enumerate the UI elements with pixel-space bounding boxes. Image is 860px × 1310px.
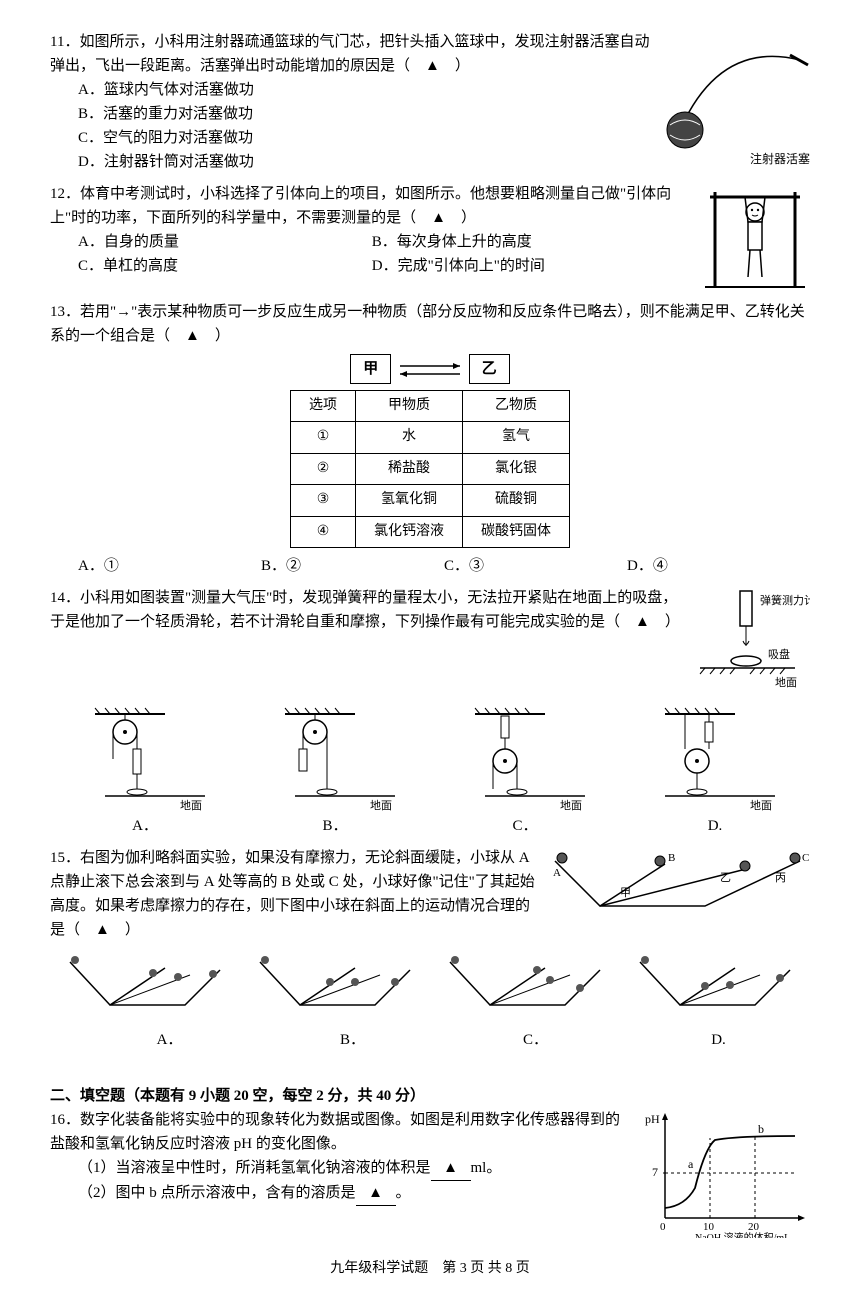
q15-optA: A． bbox=[78, 1028, 261, 1052]
svg-text:地面: 地面 bbox=[560, 799, 582, 812]
svg-text:pH: pH bbox=[645, 1112, 660, 1126]
question-16: pH 7 a b 0 10 20 NaOH 溶液的体积/mL 16．数字化装备能… bbox=[50, 1108, 810, 1238]
q14-optB: B． bbox=[322, 818, 347, 834]
q15-optB: B． bbox=[261, 1028, 444, 1052]
q12-optA: A．自身的质量 bbox=[78, 230, 372, 254]
question-15: A B C 甲 乙 丙 15．右图为伽利略斜面实验，如果没有摩擦力，无论斜面缓陡… bbox=[50, 846, 810, 1052]
table-header-row: 选项 甲物质 乙物质 bbox=[291, 391, 570, 422]
svg-text:0: 0 bbox=[660, 1221, 666, 1233]
q12-text: 体育中考测试时，小科选择了引体向上的项目，如图所示。他想要粗略测量自己做"引体向… bbox=[50, 186, 671, 226]
svg-text:乙: 乙 bbox=[720, 871, 731, 884]
question-14: 弹簧测力计 吸盘 地面 14．小科用如图装置"测量大气压"时，发现弹簧秤的量程太… bbox=[50, 586, 810, 838]
svg-text:B: B bbox=[668, 852, 675, 864]
spring-scale-figure: 弹簧测力计 吸盘 地面 bbox=[690, 586, 810, 696]
q14-figC: 地面 C． bbox=[455, 704, 595, 838]
section-2-title: 二、填空题（本题有 9 小题 20 空，每空 2 分，共 40 分） bbox=[50, 1084, 810, 1108]
q11-figure: 注射器活塞 bbox=[660, 30, 810, 169]
svg-text:7: 7 bbox=[652, 1165, 658, 1179]
basketball-figure bbox=[660, 30, 810, 150]
q12-optC: C．单杠的高度 bbox=[78, 254, 372, 278]
q16-num: 16． bbox=[50, 1112, 80, 1128]
page-footer: 九年级科学试题 第 3 页 共 8 页 bbox=[50, 1258, 810, 1280]
q14-figA: 地面 A． bbox=[75, 704, 215, 838]
q13-num: 13． bbox=[50, 304, 80, 320]
svg-text:b: b bbox=[758, 1122, 764, 1136]
q13-arrow-diagram: 甲 乙 bbox=[50, 354, 810, 384]
q14-text: 小科用如图装置"测量大气压"时，发现弹簧秤的量程太小，无法拉开紧贴在地面上的吸盘… bbox=[50, 590, 680, 630]
question-12: 12．体育中考测试时，小科选择了引体向上的项目，如图所示。他想要粗略测量自己做"… bbox=[50, 182, 810, 292]
q16-blank2: ▲ bbox=[356, 1181, 396, 1206]
q13-optB: B．② bbox=[261, 554, 444, 578]
q13-optC: C．③ bbox=[444, 554, 627, 578]
q16-sub2a: （2）图中 b 点所示溶液中，含有的溶质是 bbox=[78, 1185, 356, 1201]
svg-text:丙: 丙 bbox=[775, 872, 786, 884]
table-row: ④氯化钙溶液碳酸钙固体 bbox=[291, 516, 570, 547]
q16-sub2b: 。 bbox=[396, 1185, 411, 1201]
q12-optD: D．完成"引体向上"的时间 bbox=[372, 254, 666, 278]
q14-optA: A． bbox=[132, 818, 158, 834]
svg-text:10: 10 bbox=[703, 1221, 715, 1233]
svg-text:20: 20 bbox=[748, 1221, 760, 1233]
q14-num: 14． bbox=[50, 590, 80, 606]
question-11: 注射器活塞 11．如图所示，小科用注射器疏通篮球的气门芯，把针头插入篮球中，发现… bbox=[50, 30, 810, 174]
q15-optC: C． bbox=[444, 1028, 627, 1052]
q13-optA: A．① bbox=[78, 554, 261, 578]
svg-text:地面: 地面 bbox=[180, 799, 202, 812]
svg-text:地面: 地面 bbox=[370, 799, 392, 812]
ground-label: 地面 bbox=[775, 676, 797, 689]
q11-num: 11． bbox=[50, 34, 79, 50]
table-row: ①水氢气 bbox=[291, 422, 570, 453]
q16-graph: pH 7 a b 0 10 20 NaOH 溶液的体积/mL bbox=[640, 1108, 810, 1238]
q12-figure bbox=[700, 182, 810, 292]
q13-table: 选项 甲物质 乙物质 ①水氢气 ②稀盐酸氯化银 ③氢氧化铜硫酸铜 ④氯化钙溶液碳… bbox=[290, 390, 570, 548]
box-jia: 甲 bbox=[350, 354, 391, 384]
table-row: ③氢氧化铜硫酸铜 bbox=[291, 485, 570, 516]
q15-figC bbox=[445, 950, 605, 1020]
q11-text: 如图所示，小科用注射器疏通篮球的气门芯，把针头插入篮球中，发现注射器活塞自动弹出… bbox=[50, 34, 649, 74]
q12-num: 12． bbox=[50, 186, 80, 202]
cup-label: 吸盘 bbox=[768, 647, 790, 661]
svg-text:C: C bbox=[802, 852, 809, 864]
q16-blank1: ▲ bbox=[431, 1156, 471, 1181]
table-row: ②稀盐酸氯化银 bbox=[291, 453, 570, 484]
q12-optB: B．每次身体上升的高度 bbox=[372, 230, 666, 254]
th-1: 甲物质 bbox=[356, 391, 463, 422]
q15-figA bbox=[65, 950, 225, 1020]
double-arrow-icon bbox=[395, 360, 465, 380]
q15-text: 右图为伽利略斜面实验，如果没有摩擦力，无论斜面缓陡，小球从 A 点静止滚下总会滚… bbox=[50, 850, 535, 938]
q15-figB bbox=[255, 950, 415, 1020]
box-yi: 乙 bbox=[469, 354, 510, 384]
q14-options-row: 地面 A． 地面 B． bbox=[50, 704, 810, 838]
q14-right-figure: 弹簧测力计 吸盘 地面 bbox=[690, 586, 810, 696]
q16-text: 数字化装备能将实验中的现象转化为数据或图像。如图是利用数字化传感器得到的盐酸和氢… bbox=[50, 1112, 620, 1152]
q14-figD: 地面 D. bbox=[645, 704, 785, 838]
q14-figB: 地面 B． bbox=[265, 704, 405, 838]
svg-text:a: a bbox=[688, 1157, 694, 1171]
q15-num: 15． bbox=[50, 850, 80, 866]
svg-text:地面: 地面 bbox=[750, 799, 772, 812]
q11-fig-label: 注射器活塞 bbox=[660, 150, 810, 169]
q15-optD: D. bbox=[627, 1028, 810, 1052]
q16-sub1b: ml。 bbox=[471, 1160, 502, 1176]
q15-figD bbox=[635, 950, 795, 1020]
svg-text:A: A bbox=[553, 867, 561, 879]
q13-text: 若用"→"表示某种物质可一步反应生成另一种物质（部分反应物和反应条件已略去），则… bbox=[50, 304, 805, 344]
svg-text:甲: 甲 bbox=[620, 887, 631, 899]
q16-sub1a: （1）当溶液呈中性时，所消耗氢氧化钠溶液的体积是 bbox=[78, 1160, 431, 1176]
question-13: 13．若用"→"表示某种物质可一步反应生成另一种物质（部分反应物和反应条件已略去… bbox=[50, 300, 810, 578]
th-2: 乙物质 bbox=[463, 391, 570, 422]
q15-options-row bbox=[50, 950, 810, 1020]
q14-optC: C． bbox=[512, 818, 537, 834]
pullup-figure bbox=[700, 182, 810, 292]
q13-optD: D．④ bbox=[627, 554, 810, 578]
th-0: 选项 bbox=[291, 391, 356, 422]
spring-label: 弹簧测力计 bbox=[760, 593, 810, 607]
q14-optD: D. bbox=[708, 818, 723, 834]
q15-right-figure: A B C 甲 乙 丙 bbox=[550, 846, 810, 926]
svg-text:NaOH 溶液的体积/mL: NaOH 溶液的体积/mL bbox=[695, 1231, 790, 1238]
